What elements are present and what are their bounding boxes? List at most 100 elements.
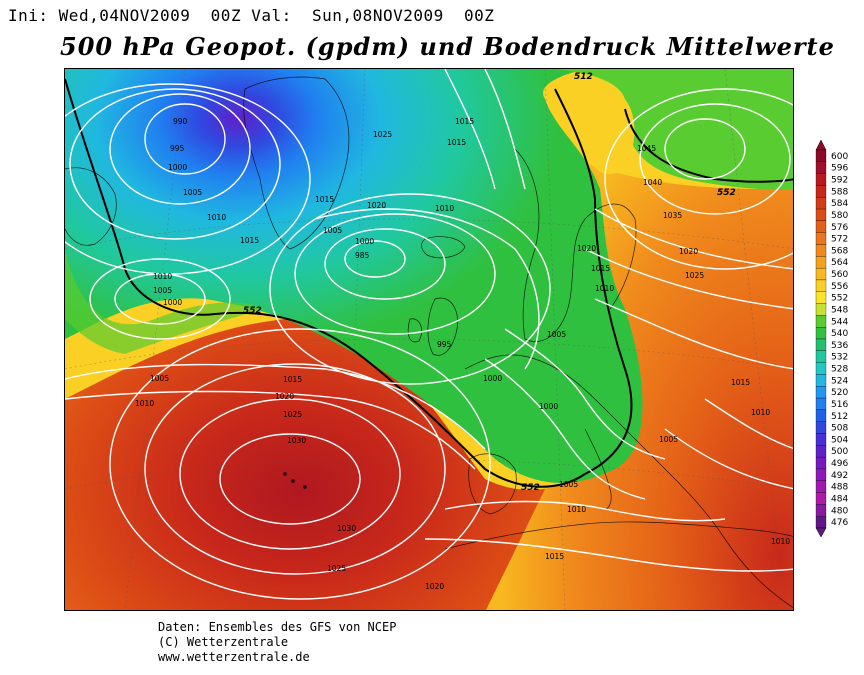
isobar-label: 1020 [679, 247, 698, 256]
legend-bottom-arrow [815, 527, 827, 538]
graticule [65, 69, 793, 610]
legend-swatch [815, 149, 827, 162]
legend-swatch [815, 504, 827, 517]
map-canvas: 990 995 1000 1005 1010 1015 1010 1005 10… [65, 69, 793, 610]
run-info: Ini: Wed,04NOV2009 00Z Val: Sun,08NOV200… [8, 6, 494, 25]
legend-level-label: 532 [831, 353, 848, 363]
isobar-label: 1005 [547, 330, 566, 339]
legend-level-label: 592 [831, 176, 848, 186]
isobar-label: 1010 [207, 213, 226, 222]
valid-label: Val: [251, 6, 292, 25]
contour-552 [65, 78, 793, 488]
legend-level-label: 484 [831, 494, 848, 504]
isobar-label: 1020 [577, 244, 596, 253]
legend-swatch [815, 409, 827, 422]
init-value: Wed,04NOV2009 [58, 6, 191, 25]
init-hour: 00Z [210, 6, 242, 25]
isobar-label: 1020 [367, 201, 386, 210]
legend-swatch [815, 256, 827, 269]
valid-value: Sun,08NOV2009 [312, 6, 444, 25]
legend-scale: 6005965925885845805765725685645605565525… [815, 139, 848, 538]
contour-552-label-ne: 552 [717, 188, 736, 198]
isobar-label: 1035 [663, 211, 682, 220]
isobar-label: 1000 [483, 374, 502, 383]
legend-swatch [815, 267, 827, 281]
isobar-label: 1010 [135, 399, 154, 408]
legend-level-label: 524 [831, 376, 848, 386]
contour-552-label-south: 552 [521, 483, 540, 493]
isobar-label: 1020 [425, 582, 444, 591]
isobar-label: 1025 [685, 271, 704, 280]
cold-trough [65, 69, 643, 483]
legend-level-label: 480 [831, 506, 848, 516]
legend-swatch [815, 374, 827, 387]
isobar-label: 1005 [559, 480, 578, 489]
legend-swatch [815, 433, 827, 446]
legend-level-label: 564 [831, 258, 848, 268]
isobar-label: 1010 [771, 537, 790, 546]
legend-swatch [815, 327, 827, 340]
legend-level-label: 496 [831, 459, 848, 469]
legend-level-label: 528 [831, 365, 848, 375]
scandinavia-yellow-tongue [555, 82, 635, 175]
legend-swatch [815, 421, 827, 434]
legend-swatch [815, 279, 827, 292]
legend-swatch [815, 244, 827, 257]
isobar-label: 1000 [163, 298, 182, 307]
isobar-label: 1005 [153, 286, 172, 295]
isobar-label: 995 [437, 340, 452, 349]
legend-swatch [815, 468, 827, 481]
valid-hour: 00Z [464, 6, 495, 25]
isobar-label: 1025 [373, 130, 392, 139]
legend-level-label: 556 [831, 282, 848, 292]
legend-level-label: 548 [831, 305, 848, 315]
isobar-label: 1000 [539, 402, 558, 411]
weather-map: 990 995 1000 1005 1010 1015 1010 1005 10… [64, 68, 794, 611]
legend-swatch [815, 291, 827, 304]
legend-level-label: 588 [831, 187, 848, 197]
legend-level-label: 536 [831, 341, 848, 351]
footer-website: www.wetterzentrale.de [158, 650, 310, 664]
isobar-label: 1030 [287, 436, 306, 445]
legend-swatch [815, 445, 827, 458]
isobar-label: 990 [173, 117, 188, 126]
isobar-label: 995 [170, 144, 185, 153]
legend-swatch [815, 173, 827, 186]
legend-swatch [815, 456, 827, 470]
legend-level-label: 576 [831, 223, 848, 233]
legend-level-label: 580 [831, 211, 848, 221]
legend-level-label: 552 [831, 294, 848, 304]
legend-level-label: 572 [831, 235, 848, 245]
legend-swatch [815, 197, 827, 210]
isobar-label: 1000 [168, 163, 187, 172]
isobar-label: 1010 [153, 272, 172, 281]
legend-level-label: 512 [831, 412, 848, 422]
footer-data-source: Daten: Ensembles des GFS von NCEP [158, 620, 397, 634]
isobar-label: 1005 [150, 374, 169, 383]
isobar-label: 1005 [183, 188, 202, 197]
isobar-label: 1015 [591, 264, 610, 273]
isobar-label: 1025 [283, 410, 302, 419]
isobar-labels: 990 995 1000 1005 1010 1015 1010 1005 10… [135, 117, 790, 591]
legend-level-label: 584 [831, 199, 848, 209]
isobar-label: 1010 [595, 284, 614, 293]
legend-level-label: 596 [831, 164, 848, 174]
legend-swatch [815, 362, 827, 375]
color-legend: 600 596 592 588 584 580 576 572 568 564 560 556 552 5… [812, 138, 864, 538]
isobar-label: 1010 [435, 204, 454, 213]
legend-swatch [815, 492, 827, 505]
legend-swatch [815, 315, 827, 328]
legend-swatch [815, 338, 827, 351]
isobar-label: 1015 [731, 378, 750, 387]
legend-swatch [815, 185, 827, 198]
legend-level-label: 516 [831, 400, 848, 410]
isobar-label: 1005 [323, 226, 342, 235]
isobar-label: 1015 [447, 138, 466, 147]
legend-level-label: 544 [831, 317, 848, 327]
isobar-label: 1025 [327, 564, 346, 573]
legend-level-label: 500 [831, 447, 848, 457]
isobar-label: 1020 [275, 392, 294, 401]
isobar-label: 1030 [337, 524, 356, 533]
legend-swatch [815, 516, 827, 529]
isobar-label: 1010 [567, 505, 586, 514]
